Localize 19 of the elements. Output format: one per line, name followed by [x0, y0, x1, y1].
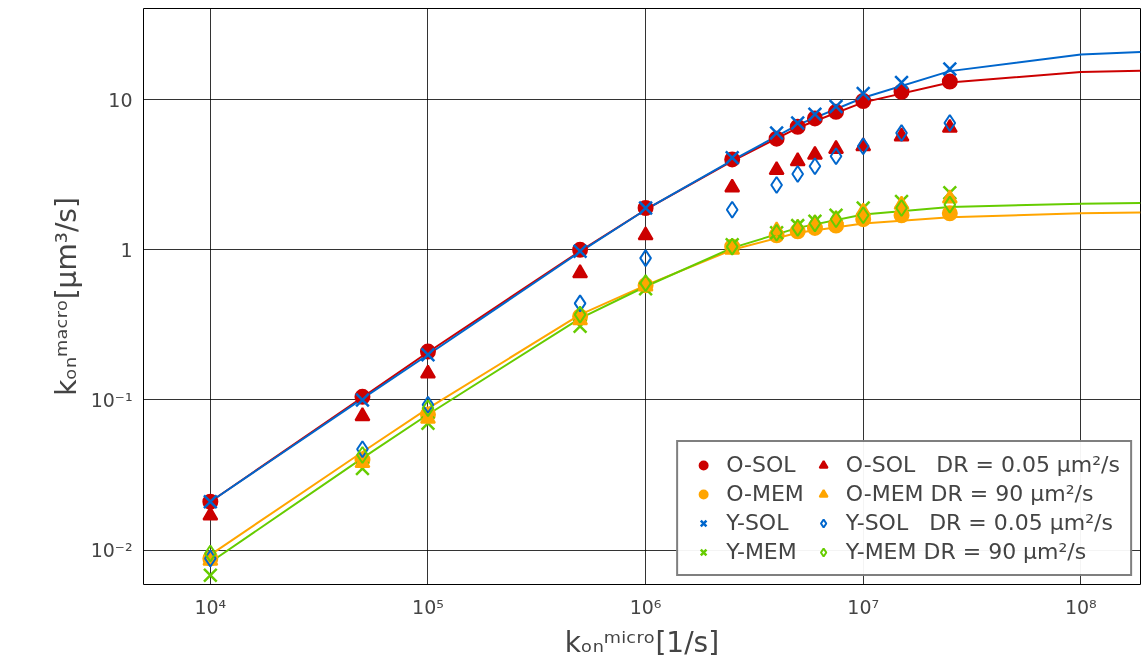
y-axis-title: kₒₙᵐᵃᶜʳᵒ[μm³/s]	[49, 197, 83, 396]
legend-label: O-SOL DR = 0.05 μm²/s	[845, 452, 1120, 477]
legend-label: Y-MEM DR = 90 μm²/s	[845, 539, 1087, 564]
y-tick-label: 10⁻¹	[90, 388, 133, 411]
x-tick-label: 10⁸	[1064, 595, 1097, 618]
legend-label: Y-SOL	[726, 510, 789, 535]
legend-label: Y-SOL DR = 0.05 μm²/s	[845, 510, 1113, 535]
x-tick-label: 10⁵	[412, 595, 444, 618]
y-tick-label: 1	[120, 238, 133, 261]
legend-label: Y-MEM	[726, 539, 797, 564]
x-tick-label: 10⁴	[194, 595, 227, 618]
y-tick-label: 10⁻²	[90, 539, 133, 562]
x-tick-label: 10⁷	[847, 595, 880, 618]
legend-label: O-MEM DR = 90 μm²/s	[845, 481, 1094, 506]
legend-label: O-MEM	[726, 481, 804, 506]
legend-label: O-SOL	[726, 452, 796, 477]
x-tick-label: 10⁶	[629, 595, 662, 618]
x-axis-title: kₒₙᵐⁱᶜʳᵒ[1/s]	[564, 625, 720, 659]
y-tick-label: 10	[108, 88, 133, 111]
